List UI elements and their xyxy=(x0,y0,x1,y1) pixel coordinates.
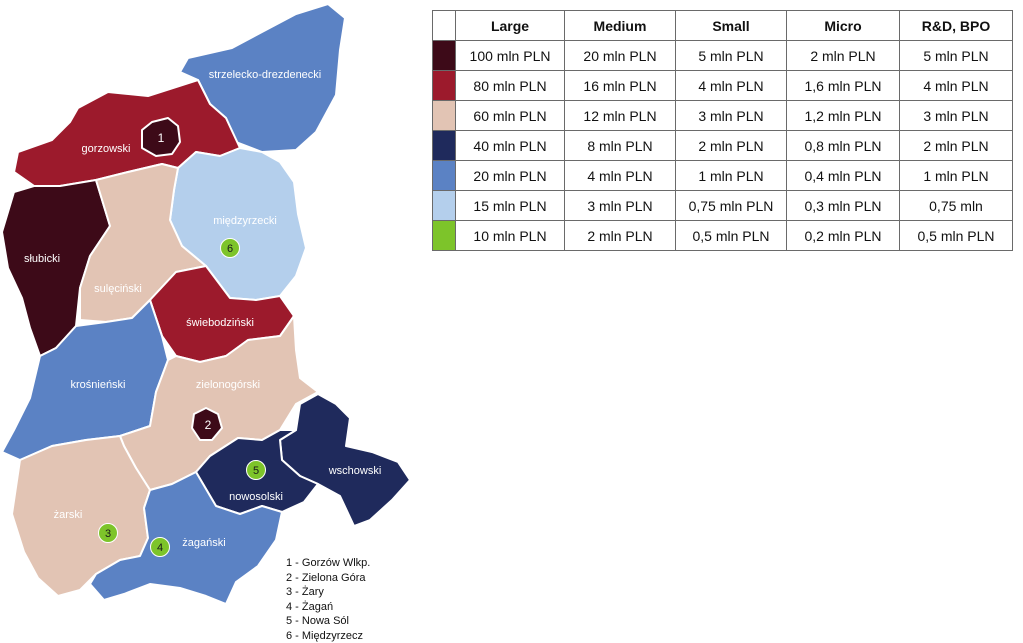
header-medium: Medium xyxy=(565,11,676,41)
table-cell: 0,2 mln PLN xyxy=(787,221,900,251)
district-wschowski xyxy=(280,394,410,526)
city-marker-4: 4 xyxy=(157,542,163,554)
table-cell: 1,2 mln PLN xyxy=(787,101,900,131)
table-cell: 1 mln PLN xyxy=(676,161,787,191)
table-cell: 1 mln PLN xyxy=(900,161,1013,191)
table-cell: 2 mln PLN xyxy=(676,131,787,161)
city-key-item: 2 - Zielona Góra xyxy=(286,571,370,586)
color-swatch xyxy=(433,41,456,71)
city-key-item: 4 - Żagań xyxy=(286,600,370,615)
table-cell: 0,75 mln xyxy=(900,191,1013,221)
label-zaganski: żagański xyxy=(182,537,225,549)
header-micro: Micro xyxy=(787,11,900,41)
table-cell: 3 mln PLN xyxy=(676,101,787,131)
city-key-item: 1 - Gorzów Wlkp. xyxy=(286,556,370,571)
label-miedzyrzecki: międzyrzecki xyxy=(213,215,277,227)
label-sulecinski: sulęciński xyxy=(94,283,142,295)
table-cell: 0,5 mln PLN xyxy=(676,221,787,251)
label-swiebodzinski: świebodziński xyxy=(186,317,254,329)
table-cell: 0,8 mln PLN xyxy=(787,131,900,161)
label-krosnienski: krośnieński xyxy=(70,379,125,391)
label-slubicki: słubicki xyxy=(24,253,60,265)
table-cell: 2 mln PLN xyxy=(565,221,676,251)
city-marker-5: 5 xyxy=(253,465,259,477)
city-key-list: 1 - Gorzów Wlkp. 2 - Zielona Góra 3 - Ża… xyxy=(286,556,370,643)
table-cell: 0,4 mln PLN xyxy=(787,161,900,191)
label-zarski: żarski xyxy=(54,509,83,521)
color-swatch xyxy=(433,191,456,221)
table-header-row: Large Medium Small Micro R&D, BPO xyxy=(433,11,1013,41)
label-wschowski: wschowski xyxy=(328,465,382,477)
table-cell: 100 mln PLN xyxy=(456,41,565,71)
table-cell: 5 mln PLN xyxy=(676,41,787,71)
label-gorzowski: gorzowski xyxy=(82,143,131,155)
table-cell: 0,75 mln PLN xyxy=(676,191,787,221)
table-cell: 12 mln PLN xyxy=(565,101,676,131)
header-small: Small xyxy=(676,11,787,41)
table-cell: 20 mln PLN xyxy=(456,161,565,191)
header-rd-bpo: R&D, BPO xyxy=(900,11,1013,41)
city-key-item: 3 - Żary xyxy=(286,585,370,600)
table-cell: 2 mln PLN xyxy=(900,131,1013,161)
color-swatch xyxy=(433,131,456,161)
label-strzelecko-drezdenecki: strzelecko-drezdenecki xyxy=(209,69,322,81)
header-large: Large xyxy=(456,11,565,41)
table-cell: 3 mln PLN xyxy=(900,101,1013,131)
table-cell: 16 mln PLN xyxy=(565,71,676,101)
city-marker-3: 3 xyxy=(105,528,111,540)
table-cell: 2 mln PLN xyxy=(787,41,900,71)
table-cell: 60 mln PLN xyxy=(456,101,565,131)
support-amount-table: Large Medium Small Micro R&D, BPO 100 ml… xyxy=(432,10,1013,251)
color-swatch xyxy=(433,101,456,131)
label-nowosolski: nowosolski xyxy=(229,491,283,503)
color-swatch xyxy=(433,71,456,101)
color-swatch xyxy=(433,161,456,191)
city-key-item: 6 - Międzyrzecz xyxy=(286,629,370,643)
table-cell: 10 mln PLN xyxy=(456,221,565,251)
table-cell: 80 mln PLN xyxy=(456,71,565,101)
table-cell: 0,3 mln PLN xyxy=(787,191,900,221)
table-cell: 5 mln PLN xyxy=(900,41,1013,71)
city-marker-6: 6 xyxy=(227,243,233,255)
table-cell: 3 mln PLN xyxy=(565,191,676,221)
city-marker-1: 1 xyxy=(158,131,165,145)
table-cell: 20 mln PLN xyxy=(565,41,676,71)
table-cell: 4 mln PLN xyxy=(900,71,1013,101)
table-cell: 4 mln PLN xyxy=(565,161,676,191)
table-cell: 4 mln PLN xyxy=(676,71,787,101)
table-cell: 40 mln PLN xyxy=(456,131,565,161)
table-cell: 1,6 mln PLN xyxy=(787,71,900,101)
color-swatch xyxy=(433,221,456,251)
table-cell: 8 mln PLN xyxy=(565,131,676,161)
city-key-item: 5 - Nowa Sól xyxy=(286,614,370,629)
region-map: strzelecko-drezdenecki gorzowski międzyr… xyxy=(0,0,415,639)
table-cell: 0,5 mln PLN xyxy=(900,221,1013,251)
table-cell: 15 mln PLN xyxy=(456,191,565,221)
city-marker-2: 2 xyxy=(205,418,212,432)
label-zielonogorski: zielonogórski xyxy=(196,379,260,391)
header-swatch-cell xyxy=(433,11,456,41)
